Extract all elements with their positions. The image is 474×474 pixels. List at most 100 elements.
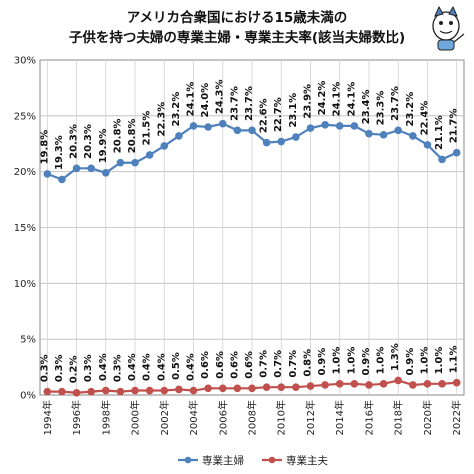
data-label: 22.3% [156, 102, 167, 137]
data-label: 21.7% [449, 108, 460, 143]
data-point [87, 164, 95, 173]
chart-title-line-2: 子供を持つ夫婦の専業主婦・専業主夫率(該当夫婦数比) [69, 29, 405, 46]
data-point [131, 158, 139, 167]
data-point [72, 164, 81, 173]
data-point [160, 386, 169, 395]
data-point [175, 132, 183, 140]
data-point [145, 151, 154, 159]
data-label: 0.4% [156, 353, 167, 381]
x-tick-label: 2016年 [362, 400, 375, 435]
data-point [87, 387, 95, 396]
data-point [175, 385, 183, 394]
x-tick-label: 2012年 [304, 400, 317, 435]
data-point [248, 384, 256, 393]
data-point [43, 170, 52, 178]
data-point [379, 380, 388, 388]
data-label: 24.3% [215, 79, 226, 114]
x-tick-label: 1998年 [99, 400, 112, 435]
data-point [409, 381, 417, 389]
data-point [452, 378, 461, 387]
data-label: 0.9% [317, 348, 328, 376]
data-label: 24.2% [317, 81, 328, 116]
x-tick-label: 2002年 [158, 400, 171, 435]
y-tick-label: 25% [14, 111, 36, 122]
data-label: 0.8% [302, 349, 313, 377]
data-label: 0.3% [39, 354, 50, 382]
data-point [292, 383, 300, 391]
data-label: 22.4% [419, 101, 430, 136]
x-tick-label: 2000年 [129, 400, 142, 435]
data-point [189, 122, 198, 130]
legend: 専業主婦 専業主夫 [178, 454, 328, 467]
data-point [321, 381, 329, 389]
data-point [306, 124, 315, 132]
data-label: 0.7% [259, 350, 270, 378]
data-point [262, 383, 271, 391]
legend-marker-1 [184, 456, 192, 464]
data-label: 24.0% [200, 83, 211, 118]
data-label: 0.4% [142, 353, 153, 381]
data-point [116, 387, 125, 396]
data-label: 20.8% [127, 119, 138, 154]
data-point [58, 175, 66, 184]
x-tick-label: 2020年 [421, 400, 434, 435]
data-label: 21.1% [434, 115, 445, 150]
data-label: 0.6% [200, 351, 211, 379]
x-tick-label: 2006年 [216, 400, 229, 435]
data-label: 23.2% [171, 92, 182, 127]
data-label: 19.8% [39, 130, 50, 165]
data-point [452, 148, 461, 157]
data-label: 24.1% [186, 82, 197, 117]
x-tick-label: 2022年 [450, 400, 463, 435]
data-point [248, 126, 256, 135]
data-point [218, 384, 227, 393]
y-tick-label: 15% [14, 223, 36, 234]
data-label: 23.3% [376, 91, 387, 126]
data-label: 20.3% [69, 124, 80, 159]
data-point [438, 380, 446, 388]
data-label: 1.0% [419, 347, 430, 375]
data-label: 1.0% [376, 347, 387, 375]
data-label: 1.0% [332, 347, 343, 375]
data-point [409, 132, 417, 140]
data-label: 23.9% [302, 84, 313, 119]
data-point [423, 141, 432, 149]
data-label: 0.7% [273, 350, 284, 378]
data-label: 0.3% [112, 354, 123, 382]
data-label: 0.6% [215, 351, 226, 379]
data-point [394, 376, 403, 385]
data-label: 0.4% [186, 353, 197, 381]
legend-marker-2 [268, 456, 276, 464]
data-point [350, 122, 359, 130]
data-label: 1.3% [390, 343, 401, 371]
data-point [189, 386, 198, 395]
data-label: 23.2% [405, 92, 416, 127]
data-label: 23.7% [244, 86, 255, 121]
legend-label-1: 専業主婦 [202, 454, 244, 467]
data-point [321, 120, 329, 129]
data-point [350, 380, 359, 388]
data-point [58, 387, 66, 396]
mascot-illustration [432, 5, 465, 51]
data-point [292, 133, 300, 141]
data-label: 0.6% [244, 351, 255, 379]
data-label: 19.3% [54, 135, 65, 170]
data-label: 0.9% [361, 348, 372, 376]
y-tick-label: 5% [20, 335, 36, 346]
x-tick-label: 2010年 [275, 400, 288, 435]
data-point [277, 383, 286, 391]
data-point [160, 142, 169, 150]
data-label: 0.2% [69, 356, 80, 384]
data-label: 21.5% [142, 111, 153, 146]
data-point [101, 168, 110, 177]
legend-label-2: 専業主夫 [286, 454, 328, 467]
data-label: 0.3% [83, 354, 94, 382]
data-label: 0.4% [127, 353, 138, 381]
data-label: 19.9% [98, 129, 109, 164]
data-label: 0.9% [405, 348, 416, 376]
data-label: 0.6% [229, 351, 240, 379]
data-point [335, 122, 344, 130]
data-point [262, 138, 271, 147]
x-tick-label: 2014年 [333, 400, 346, 435]
data-label: 24.1% [346, 82, 357, 117]
